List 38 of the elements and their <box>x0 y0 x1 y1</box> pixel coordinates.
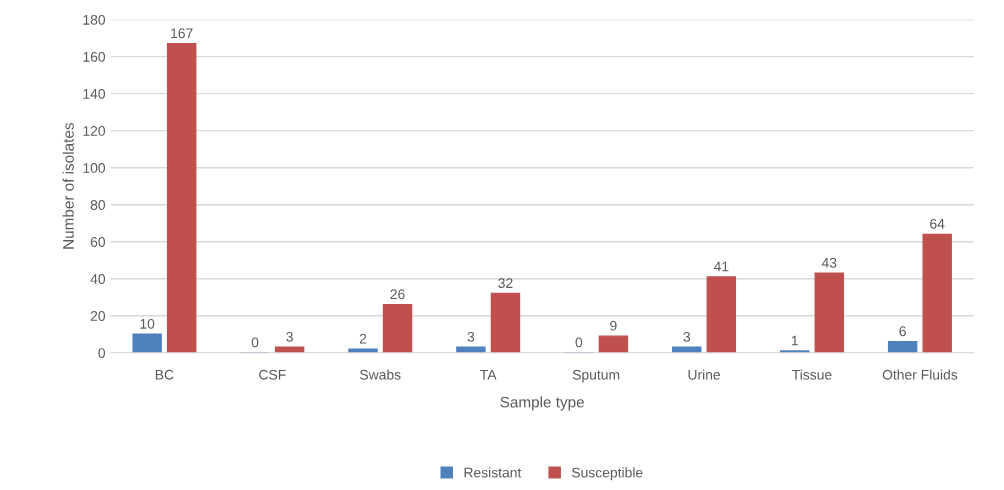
x-tick-label: Sputum <box>572 369 620 383</box>
x-tick-label: BC <box>155 369 174 380</box>
data-label: 0 <box>575 337 583 348</box>
x-tick-label: CSF <box>259 369 286 380</box>
data-label: 3 <box>286 331 293 342</box>
data-label: 10 <box>140 318 155 329</box>
data-label: 3 <box>467 331 475 342</box>
data-label: 2 <box>359 333 367 344</box>
data-label: 43 <box>821 257 837 268</box>
y-tick-label: 120 <box>83 126 106 136</box>
data-label: 26 <box>390 289 405 300</box>
y-tick-label: 180 <box>83 14 106 25</box>
data-label: 3 <box>683 331 691 342</box>
y-tick-label: 100 <box>83 163 106 173</box>
data-label: 0 <box>251 337 259 348</box>
data-label: 1 <box>791 335 798 346</box>
y-axis-title: Number of isolates <box>62 123 74 249</box>
y-tick-label: 40 <box>90 274 106 284</box>
x-tick-label: TA <box>480 369 497 380</box>
x-tick-label: Tissue <box>792 369 832 380</box>
y-tick-label: 60 <box>90 237 106 247</box>
data-label: 32 <box>498 278 513 289</box>
data-label: 167 <box>171 28 193 39</box>
y-tick-label: 20 <box>90 311 106 321</box>
legend-label: Resistant <box>464 467 522 478</box>
x-tick-label: Swabs <box>360 369 401 380</box>
data-label: 9 <box>610 320 617 331</box>
data-label: 41 <box>713 261 729 272</box>
legend-label: Susceptible <box>571 467 643 481</box>
y-tick-label: 0 <box>98 348 106 358</box>
data-label: 64 <box>930 218 945 229</box>
x-tick-label: Urine <box>688 369 721 380</box>
y-tick-label: 160 <box>83 51 106 62</box>
y-tick-label: 80 <box>90 200 106 210</box>
y-tick-label: 140 <box>83 88 106 99</box>
x-axis-title: Sample type <box>500 396 584 411</box>
data-label: 6 <box>899 326 906 337</box>
x-tick-label: Other Fluids <box>882 369 958 380</box>
